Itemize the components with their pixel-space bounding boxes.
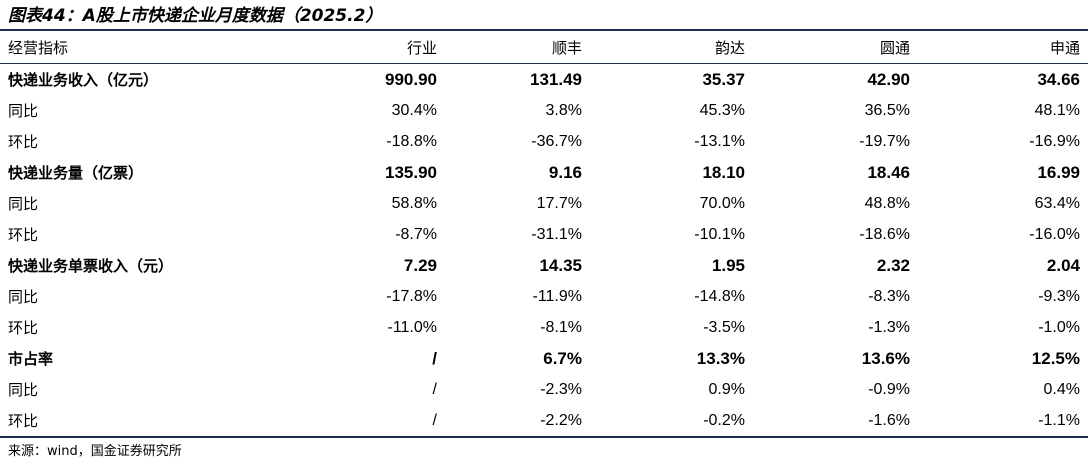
table-cell: 18.46	[867, 162, 910, 182]
table-row: 同比 58.8% 17.7% 70.0% 48.8% 63.4%	[0, 188, 1088, 219]
table-cell: -11.9%	[532, 287, 582, 305]
table-cell: 48.8%	[864, 194, 910, 212]
table-cell: -9.3%	[1038, 287, 1080, 305]
table-cell: -36.7%	[531, 132, 582, 150]
table-cell: 42.90	[867, 69, 910, 89]
table-cell: 70.0%	[699, 194, 745, 212]
header-yunda: 韵达	[714, 38, 745, 57]
table-cell: 1.95	[711, 255, 745, 275]
table-cell: -13.1%	[694, 132, 745, 150]
express-monthly-table: 经营指标 行业 顺丰 韵达 圆通 申通 快递业务收入（亿元） 990.90 131.…	[0, 31, 1088, 436]
table-cell: 48.1%	[1034, 101, 1080, 119]
source-note: 来源：wind，国金证券研究所	[8, 444, 182, 459]
table-row: 快递业务收入（亿元） 990.90 131.49 35.37 42.90 34.66	[0, 63, 1088, 95]
table-bottom-rule	[0, 436, 1088, 438]
table-cell: -14.8%	[694, 287, 745, 305]
table-cell: 135.90	[385, 162, 437, 182]
table-cell: -31.1%	[531, 225, 582, 243]
table-row: 快递业务单票收入（元） 7.29 14.35 1.95 2.32 2.04	[0, 250, 1088, 281]
table-cell: 34.66	[1037, 69, 1080, 89]
table-cell: -18.8%	[386, 132, 437, 150]
table-cell: -18.6%	[859, 225, 910, 243]
table-header-rule	[0, 63, 1088, 64]
table-cell: -1.3%	[868, 318, 910, 336]
row-label: 快递业务量（亿票）	[8, 164, 144, 182]
table-cell: -10.1%	[694, 225, 745, 243]
table-cell: 6.7%	[543, 348, 582, 368]
table-row: 环比 / -2.2% -0.2% -1.6% -1.1%	[0, 405, 1088, 436]
table-cell: 990.90	[385, 69, 437, 89]
table-cell: 9.16	[548, 162, 582, 182]
table-cell: 131.49	[530, 69, 582, 89]
row-label: 环比	[8, 133, 39, 151]
row-label: 环比	[8, 412, 39, 430]
table-cell: 18.10	[702, 162, 745, 182]
header-sf: 顺丰	[551, 38, 582, 57]
table-row: 环比 -8.7% -31.1% -10.1% -18.6% -16.0%	[0, 219, 1088, 250]
table-cell: 3.8%	[545, 101, 582, 119]
row-label: 环比	[8, 319, 39, 337]
table-cell: -0.9%	[868, 380, 910, 398]
row-label: 快递业务收入（亿元）	[8, 71, 159, 89]
figure-title: 图表44：A股上市快递企业月度数据（2025.2）	[8, 6, 383, 26]
header-industry: 行业	[406, 38, 437, 57]
table-row: 快递业务量（亿票） 135.90 9.16 18.10 18.46 16.99	[0, 157, 1088, 188]
table-cell: 13.6%	[861, 348, 910, 368]
table-cell: /	[432, 348, 437, 368]
table-top-rule	[0, 29, 1088, 31]
row-label: 同比	[8, 381, 39, 399]
table-cell: -11.0%	[387, 318, 437, 336]
table-cell: 14.35	[539, 255, 582, 275]
table-cell: 30.4%	[391, 101, 437, 119]
table-row: 环比 -11.0% -8.1% -3.5% -1.3% -1.0%	[0, 312, 1088, 343]
table-cell: 45.3%	[699, 101, 745, 119]
table-row: 同比 / -2.3% 0.9% -0.9% 0.4%	[0, 374, 1088, 405]
table-cell: -2.2%	[540, 411, 582, 429]
table-cell: /	[432, 411, 437, 429]
table-row: 同比 30.4% 3.8% 45.3% 36.5% 48.1%	[0, 95, 1088, 126]
header-sto: 申通	[1049, 38, 1080, 57]
table-cell: 13.3%	[696, 348, 745, 368]
table-cell: 16.99	[1037, 162, 1080, 182]
table-cell: -8.3%	[868, 287, 910, 305]
table-cell: 12.5%	[1031, 348, 1080, 368]
row-label: 同比	[8, 102, 39, 120]
row-label: 市占率	[8, 350, 54, 368]
table-cell: -8.1%	[540, 318, 582, 336]
header-yto: 圆通	[879, 38, 910, 57]
table-cell: -2.3%	[540, 380, 582, 398]
table-cell: -0.2%	[703, 411, 745, 429]
table-row: 市占率 / 6.7% 13.3% 13.6% 12.5%	[0, 343, 1088, 374]
table-header-row: 经营指标 行业 顺丰 韵达 圆通 申通	[0, 31, 1088, 63]
table-row: 同比 -17.8% -11.9% -14.8% -8.3% -9.3%	[0, 281, 1088, 312]
table-cell: 2.32	[876, 255, 910, 275]
table-cell: 7.29	[403, 255, 437, 275]
table-cell: -8.7%	[395, 225, 437, 243]
table-cell: -1.0%	[1038, 318, 1080, 336]
table-cell: -16.9%	[1029, 132, 1080, 150]
header-indicator: 经营指标	[8, 38, 69, 57]
table-cell: -19.7%	[859, 132, 910, 150]
row-label: 环比	[8, 226, 39, 244]
table-cell: 2.04	[1046, 255, 1080, 275]
table-cell: 0.4%	[1043, 380, 1080, 398]
table-cell: -3.5%	[703, 318, 745, 336]
table-cell: 36.5%	[864, 101, 910, 119]
table-cell: -17.8%	[386, 287, 437, 305]
table-cell: 63.4%	[1034, 194, 1080, 212]
row-label: 同比	[8, 288, 39, 306]
table-cell: 17.7%	[536, 194, 582, 212]
row-label: 快递业务单票收入（元）	[8, 257, 174, 275]
row-label: 同比	[8, 195, 39, 213]
table-cell: -1.6%	[868, 411, 910, 429]
table-cell: -1.1%	[1038, 411, 1080, 429]
table-cell: 58.8%	[391, 194, 437, 212]
table-cell: -16.0%	[1029, 225, 1080, 243]
table-cell: /	[432, 380, 437, 398]
table-cell: 35.37	[702, 69, 745, 89]
table-row: 环比 -18.8% -36.7% -13.1% -19.7% -16.9%	[0, 126, 1088, 157]
table-cell: 0.9%	[708, 380, 745, 398]
